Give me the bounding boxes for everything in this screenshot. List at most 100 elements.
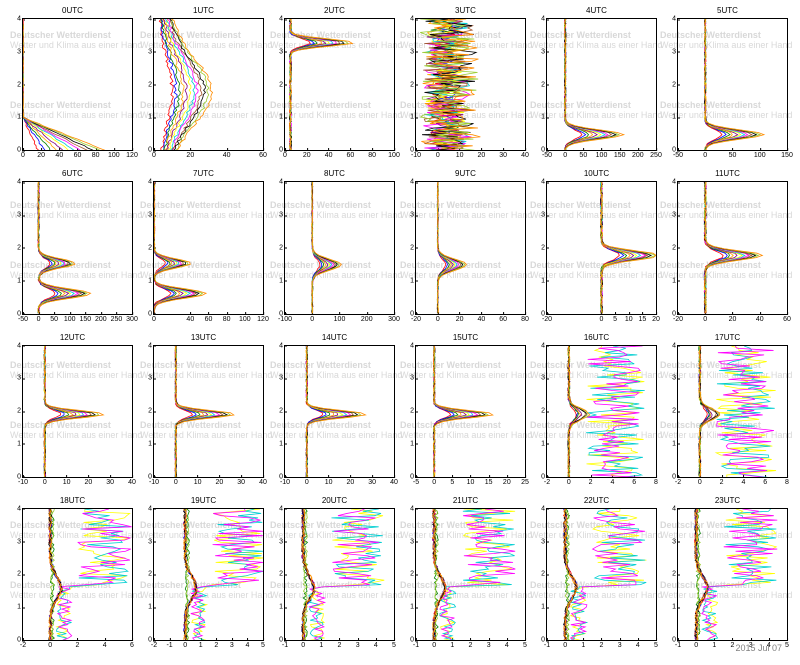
x-tick: 5: [261, 642, 265, 649]
plot-area: 01234-10010203040: [415, 18, 526, 151]
plot-area: 01234-50050100150200250: [546, 18, 657, 151]
series-line: [38, 182, 69, 313]
chart-panel: 21UTC01234-1012345: [403, 498, 528, 655]
x-tick: 3: [230, 642, 234, 649]
x-tick: 2: [338, 642, 342, 649]
series-line: [440, 509, 515, 640]
line-chart: [547, 346, 656, 477]
y-tick: 3: [410, 212, 414, 219]
x-tick: 50: [729, 152, 737, 159]
chart-panel: 9UTC 01234-20020406080: [403, 171, 528, 328]
x-tick: 10: [63, 479, 71, 486]
x-tick: 60: [783, 316, 791, 323]
series-line: [44, 346, 64, 477]
series-line: [309, 509, 383, 640]
plot-area: 01234-1012345: [284, 508, 395, 641]
chart-panel: 20UTC01234-1012345: [272, 498, 397, 655]
x-tick: 0: [152, 316, 156, 323]
x-tick: -10: [280, 479, 290, 486]
x-tick: 60: [499, 316, 507, 323]
y-tick: 4: [672, 16, 676, 23]
x-tick: 3: [618, 642, 622, 649]
x-tick: 10: [467, 479, 475, 486]
plot-area: 012340204060: [153, 18, 264, 151]
x-tick: 1: [199, 642, 203, 649]
x-tick: -2: [151, 642, 157, 649]
line-chart: [547, 19, 656, 150]
panel-title: 17UTC: [665, 333, 790, 342]
y-tick: 2: [410, 571, 414, 578]
x-tick: 4: [245, 642, 249, 649]
y-tick: 3: [672, 212, 676, 219]
y-tick: 3: [279, 538, 283, 545]
series-line: [312, 182, 324, 313]
y-tick: 1: [410, 114, 414, 121]
series-line: [437, 182, 462, 313]
x-tick: 6: [763, 479, 767, 486]
x-tick: 0: [703, 316, 707, 323]
y-tick: 3: [17, 538, 21, 545]
plot-area: 01234-20020406080: [415, 181, 526, 314]
series-line: [437, 182, 454, 313]
y-tick: 1: [541, 277, 545, 284]
series-line: [437, 182, 457, 313]
x-tick: 2: [589, 479, 593, 486]
y-tick: 4: [541, 505, 545, 512]
x-tick: -100: [278, 316, 292, 323]
x-tick: 5: [785, 642, 789, 649]
y-tick: 1: [17, 604, 21, 611]
chart-panel: 22UTC01234-1012345: [534, 498, 659, 655]
x-tick: 80: [92, 152, 100, 159]
panel-title: 9UTC: [403, 169, 528, 178]
plot-area: 01234-1012345: [677, 508, 788, 641]
series-line: [312, 182, 332, 313]
chart-panel: 16UTC01234-202468: [534, 335, 659, 492]
y-tick: 1: [672, 604, 676, 611]
series-line: [154, 182, 176, 313]
chart-panel: 15UTC01234-50510152025: [403, 335, 528, 492]
series-line: [38, 182, 81, 313]
x-tick: 1: [581, 642, 585, 649]
y-tick: 3: [672, 538, 676, 545]
x-tick: 20: [456, 316, 464, 323]
plot-area: 01234-2-1012345: [153, 508, 264, 641]
x-tick: 2: [76, 642, 80, 649]
line-chart: [416, 19, 525, 150]
y-tick: 4: [672, 505, 676, 512]
chart-panel: 4UTC01234-50050100150200250: [534, 8, 659, 165]
x-tick: 0: [43, 479, 47, 486]
x-tick: -1: [282, 642, 288, 649]
line-chart: [23, 19, 132, 150]
series-line: [306, 346, 322, 477]
plot-area: 01234-1012345: [415, 508, 526, 641]
x-tick: 20: [652, 316, 660, 323]
x-tick: -10: [149, 479, 159, 486]
y-tick: 3: [541, 375, 545, 382]
x-tick: 300: [126, 316, 138, 323]
x-tick: 0: [48, 642, 52, 649]
x-tick: 40: [521, 152, 529, 159]
y-tick: 1: [410, 440, 414, 447]
x-tick: -1: [166, 642, 172, 649]
y-tick: 1: [279, 277, 283, 284]
panel-title: 23UTC: [665, 496, 790, 505]
panel-title: 16UTC: [534, 333, 659, 342]
x-tick: 40: [259, 479, 267, 486]
y-tick: 1: [541, 604, 545, 611]
x-tick: 150: [79, 316, 91, 323]
y-tick: 2: [17, 244, 21, 251]
x-tick: 20: [84, 479, 92, 486]
y-tick: 4: [541, 179, 545, 186]
y-tick: 3: [672, 375, 676, 382]
series-line: [191, 509, 263, 640]
series-line: [312, 182, 330, 313]
chart-panel: 1UTC012340204060: [141, 8, 266, 165]
panel-title: 22UTC: [534, 496, 659, 505]
y-tick: 1: [17, 440, 21, 447]
x-tick: 0: [567, 479, 571, 486]
series-line: [23, 19, 105, 150]
y-tick: 1: [17, 114, 21, 121]
plot-area: 01234-10010203040: [22, 345, 133, 478]
panel-title: 0UTC: [10, 6, 135, 15]
plot-area: 01234-1000100200300: [284, 181, 395, 314]
